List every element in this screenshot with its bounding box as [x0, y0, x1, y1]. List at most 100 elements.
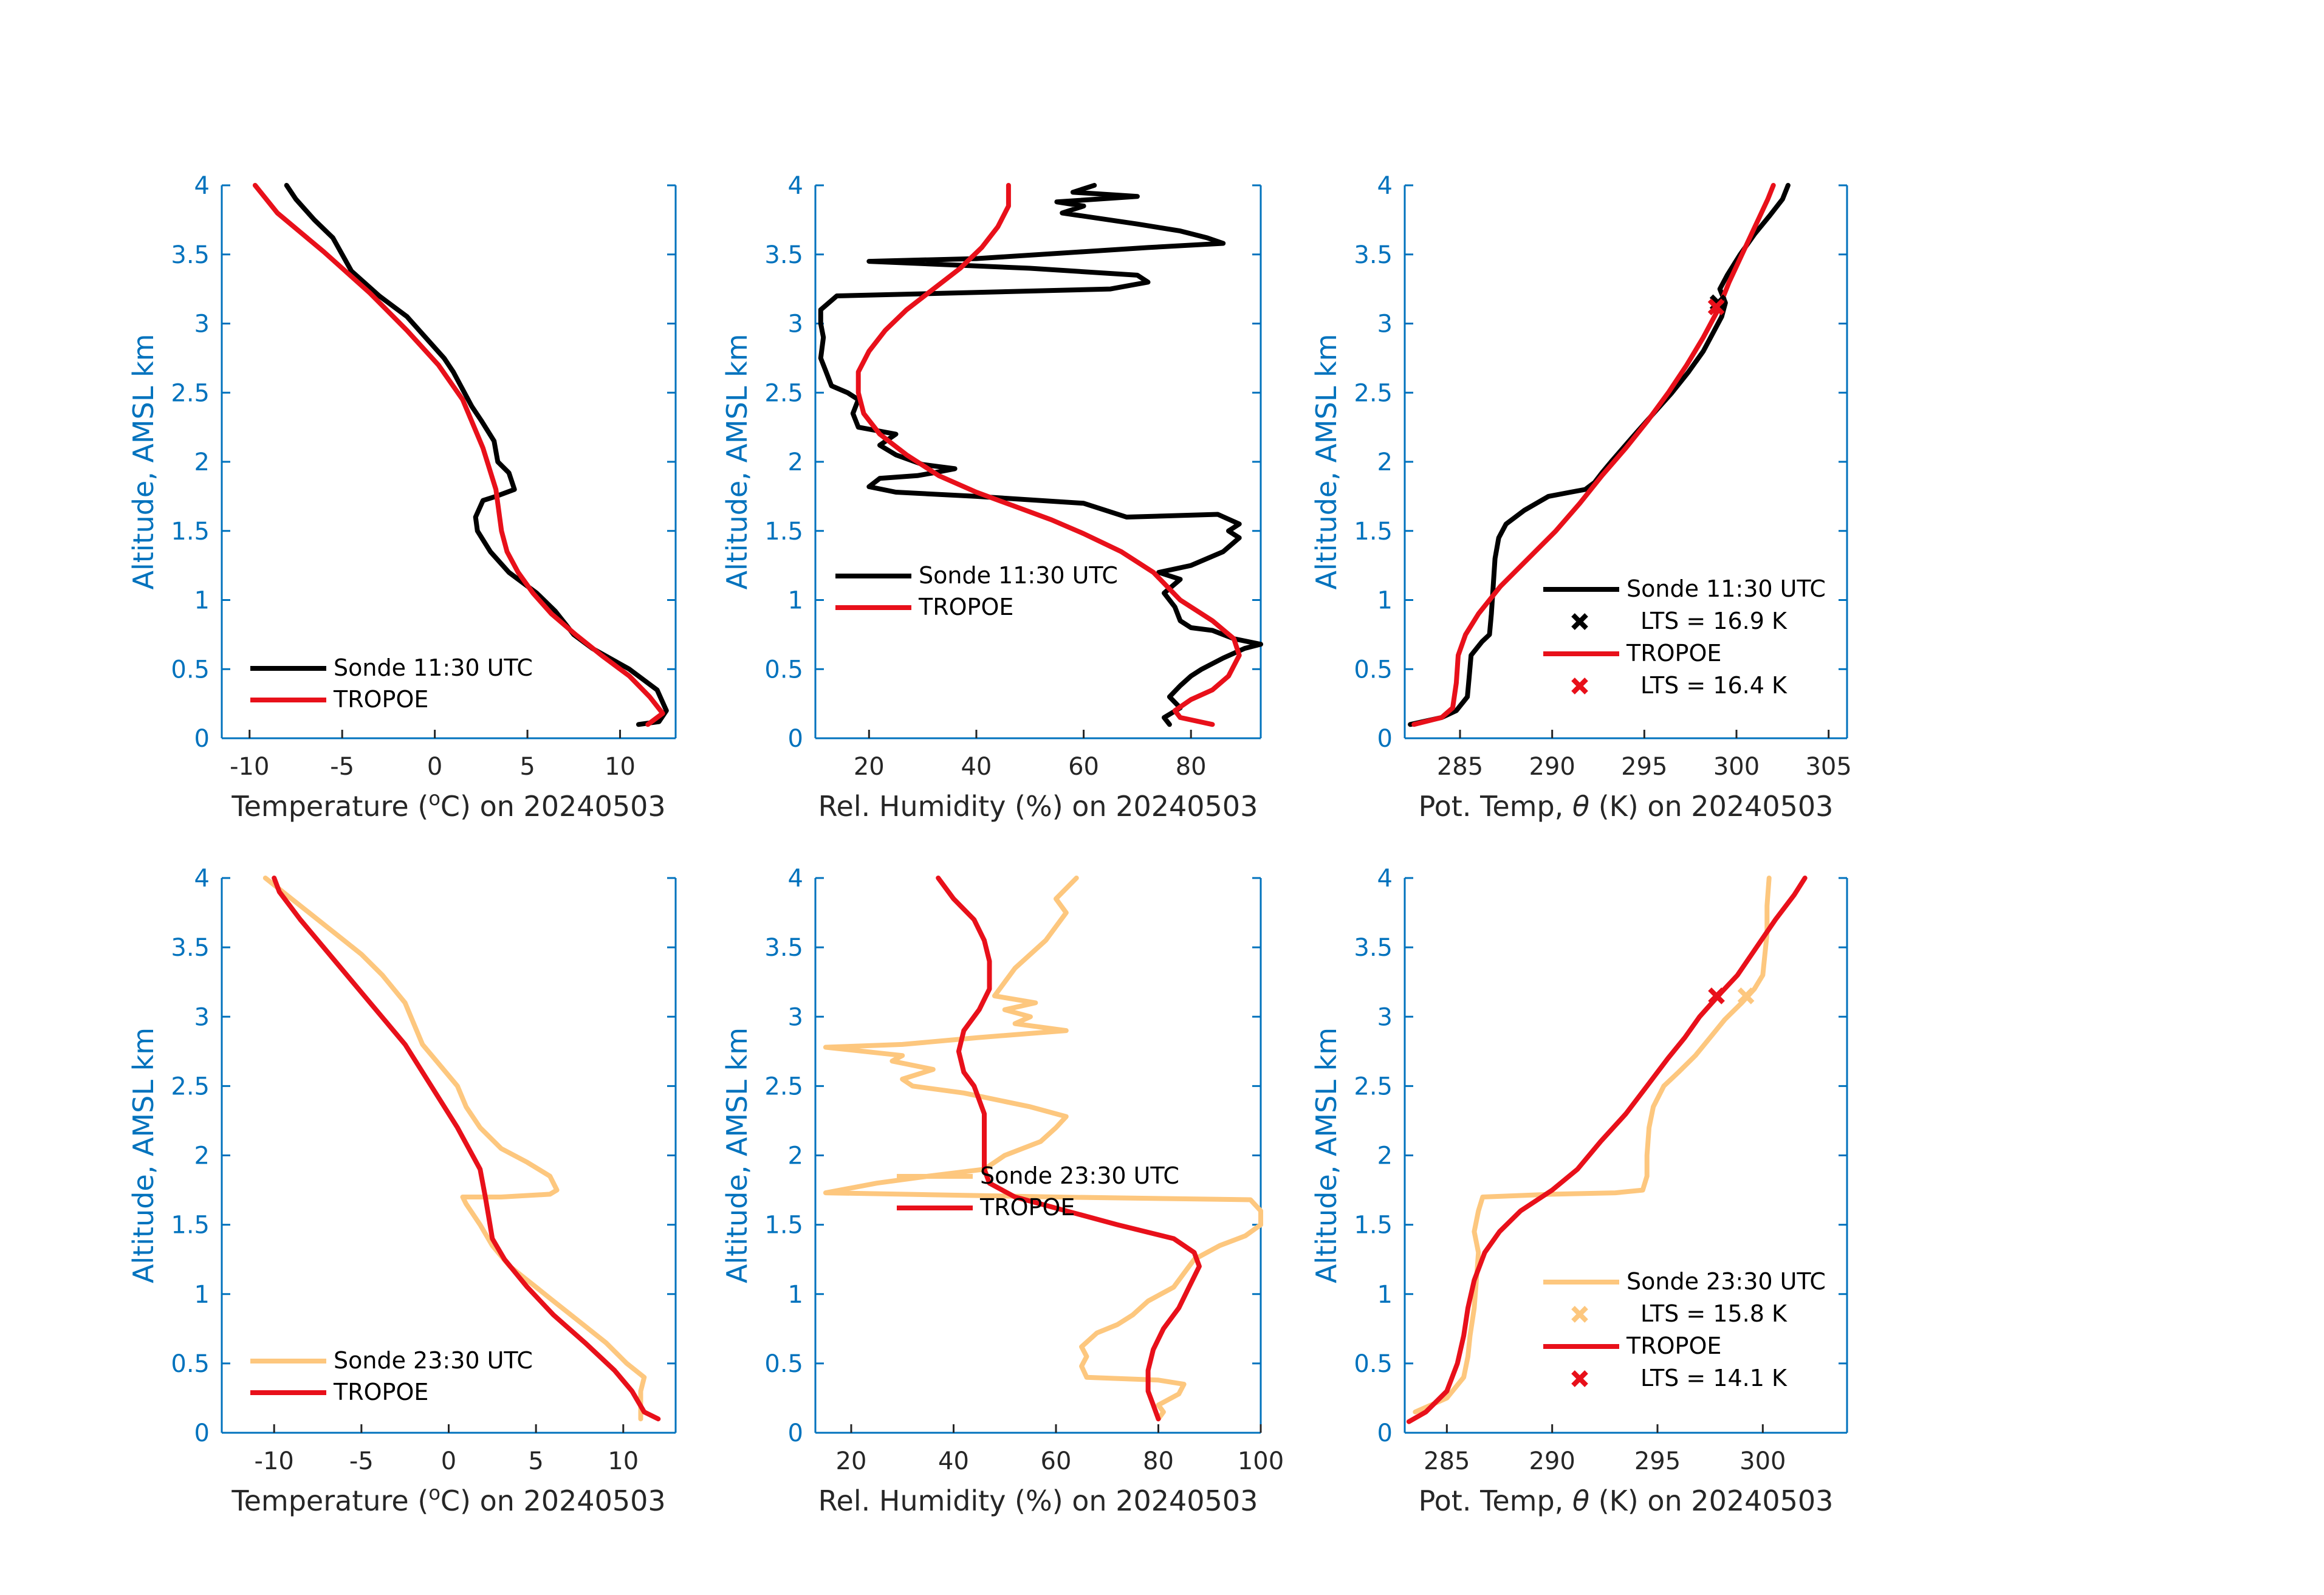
y-tick-label: 1.5: [764, 518, 803, 546]
y-axis-label: Altitude, AMSL km: [1310, 334, 1343, 589]
y-tick-label: 0.5: [1354, 1350, 1393, 1378]
legend-label: Sonde 23:30 UTC: [980, 1162, 1179, 1189]
x-axis-label: Temperature (oC) on 20240503: [231, 787, 665, 823]
panel-2: 0 0.5 1 1.5 2 2.5 3 3.5 4 20 40 60 80 Altitude, AMSL …: [721, 172, 1263, 823]
y-tick-label: 0: [194, 1419, 210, 1447]
x-tick-label: 10: [605, 753, 636, 781]
y-tick-label: 4: [788, 865, 803, 893]
y-tick-label: 3: [788, 1003, 803, 1031]
x-tick-label: -10: [255, 1447, 294, 1475]
y-tick-label: 3: [1377, 310, 1393, 338]
x-tick-label: 290: [1529, 753, 1575, 781]
legend-label: Sonde 11:30 UTC: [334, 654, 533, 681]
x-tick-label: 305: [1805, 753, 1851, 781]
y-axis-label: Altitude, AMSL km: [721, 1027, 753, 1283]
series-line-tropoe: [1406, 876, 1808, 1424]
y-tick-label: 2.5: [171, 379, 210, 407]
y-tick-label: 2: [788, 448, 803, 476]
x-tick-label: 40: [961, 753, 992, 781]
tropoe-lts-marker: [1707, 298, 1725, 316]
y-tick-label: 3.5: [764, 241, 803, 269]
x-tick-label: 10: [608, 1447, 639, 1475]
y-tick-label: 1: [194, 587, 210, 615]
panel-5: 0 0.5 1 1.5 2 2.5 3 3.5 4 20 40 60 80 100 Altitude, AM…: [721, 865, 1284, 1517]
series-line-tropoe: [252, 183, 665, 727]
x-axis-label: Temperature (oC) on 20240503: [231, 1481, 665, 1517]
legend-label: Sonde 23:30 UTC: [334, 1347, 533, 1374]
y-tick-label: 1.5: [764, 1212, 803, 1240]
legend-label: Sonde 11:30 UTC: [919, 562, 1118, 589]
legend: Sonde 23:30 UTC TROPOE: [250, 1347, 533, 1405]
y-tick-label: 1.5: [171, 1212, 210, 1240]
y-tick-label: 1: [1377, 1281, 1393, 1309]
y-tick-label: 4: [194, 865, 210, 893]
y-tick-label: 1.5: [171, 518, 210, 546]
y-tick-label: 3.5: [171, 241, 210, 269]
legend-label: Sonde 11:30 UTC: [1626, 575, 1826, 602]
y-tick-label: 2: [194, 1142, 210, 1170]
y-tick-label: 3: [788, 310, 803, 338]
x-tick-label: 20: [854, 753, 885, 781]
y-tick-label: 4: [194, 172, 210, 200]
x-tick-label: 100: [1238, 1447, 1284, 1475]
tropoe-lts-marker: [1708, 987, 1725, 1004]
y-tick-label: 2.5: [764, 379, 803, 407]
panel-6: 0 0.5 1 1.5 2 2.5 3 3.5 4 285 290 295 300 Altitude, A…: [1310, 865, 1848, 1517]
y-tick-label: 1: [194, 1281, 210, 1309]
y-tick-label: 2.5: [764, 1072, 803, 1100]
legend-label: LTS = 15.8 K: [1640, 1300, 1788, 1327]
y-tick-label: 2: [1377, 448, 1393, 476]
legend: Sonde 11:30 UTC TROPOE: [250, 654, 533, 713]
y-tick-label: 2.5: [1354, 1072, 1393, 1100]
y-tick-label: 0: [1377, 1419, 1393, 1447]
x-tick-label: 285: [1424, 1447, 1470, 1475]
x-axis-label: Rel. Humidity (%) on 20240503: [818, 1484, 1258, 1517]
legend: Sonde 11:30 UTC LTS = 16.9 K TROPOE LTS = 1…: [1543, 575, 1826, 699]
x-tick-label: 0: [441, 1447, 456, 1475]
series-line-tropoe: [1411, 183, 1776, 727]
y-tick-label: 1.5: [1354, 518, 1393, 546]
x-axis-label: Pot. Temp, θ (K) on 20240503: [1419, 1484, 1834, 1517]
x-tick-label: 20: [836, 1447, 867, 1475]
legend-marker-icon: [1571, 1306, 1588, 1323]
x-tick-label: 0: [427, 753, 442, 781]
series-line-sonde: [1408, 183, 1791, 727]
y-axis-label: Altitude, AMSL km: [1310, 1027, 1343, 1283]
x-tick-label: 300: [1713, 753, 1760, 781]
x-axis-label: Rel. Humidity (%) on 20240503: [818, 790, 1258, 823]
y-tick-label: 3: [194, 310, 210, 338]
y-tick-label: 2: [194, 448, 210, 476]
legend-label: TROPOE: [918, 594, 1013, 620]
legend-label: LTS = 16.4 K: [1640, 672, 1788, 699]
x-tick-label: 5: [519, 753, 535, 781]
legend-label: TROPOE: [1626, 1333, 1721, 1359]
series-line-sonde: [1413, 876, 1772, 1415]
legend-label: LTS = 14.1 K: [1640, 1365, 1788, 1391]
y-tick-label: 2.5: [1354, 379, 1393, 407]
series-line-sonde: [823, 876, 1263, 1422]
y-tick-label: 3.5: [1354, 241, 1393, 269]
series-line-tropoe: [855, 183, 1242, 727]
y-tick-label: 2: [788, 1142, 803, 1170]
y-axis-label: Altitude, AMSL km: [127, 1027, 160, 1283]
panel-3: 0 0.5 1 1.5 2 2.5 3 3.5 4 285 290 295 300 305 Altitude…: [1310, 172, 1852, 823]
y-tick-label: 1: [788, 587, 803, 615]
legend-label: TROPOE: [333, 686, 428, 713]
legend-label: TROPOE: [333, 1379, 428, 1405]
legend: Sonde 11:30 UTC TROPOE: [835, 562, 1118, 620]
legend-marker-icon: [1571, 677, 1588, 695]
y-tick-label: 3.5: [171, 934, 210, 962]
y-tick-label: 0: [788, 725, 803, 753]
y-tick-label: 3: [1377, 1003, 1393, 1031]
y-tick-label: 3.5: [1354, 934, 1393, 962]
legend-label: TROPOE: [979, 1194, 1075, 1221]
x-tick-label: 295: [1634, 1447, 1681, 1475]
series-line-sonde: [262, 876, 647, 1422]
x-tick-label: -5: [330, 753, 354, 781]
sonde-lts-marker: [1737, 987, 1755, 1004]
y-tick-label: 0.5: [764, 1350, 803, 1378]
x-tick-label: -10: [230, 753, 269, 781]
y-tick-label: 1: [788, 1281, 803, 1309]
y-tick-label: 0: [194, 725, 210, 753]
